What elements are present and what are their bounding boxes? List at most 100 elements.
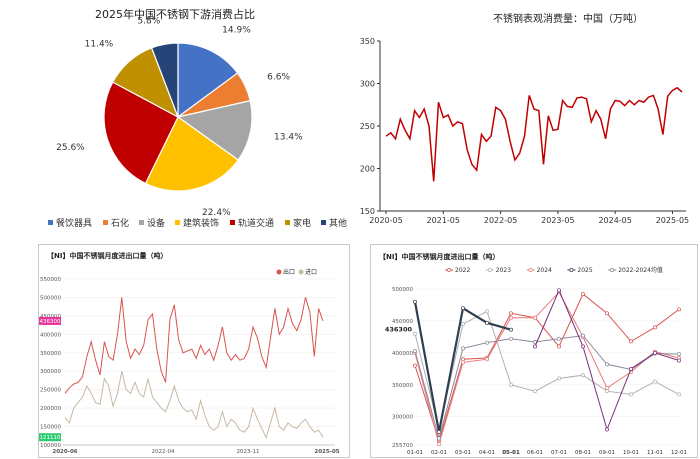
x-tick-label: 02-01 — [431, 450, 447, 456]
y-tick-label: 100000 — [40, 443, 61, 449]
pie-label-6: 11.4% — [85, 39, 114, 49]
y-tick-label: 350000 — [40, 351, 61, 357]
import-value-label: 121110 — [40, 435, 61, 441]
seasonal-legend-label-2: 2023 — [496, 267, 511, 274]
trade-legend-label-2: 进口 — [305, 268, 317, 276]
legend-label-5: 轨道交通 — [238, 217, 274, 229]
y-tick-label: 400000 — [392, 351, 413, 357]
seasonal-series-line-5 — [414, 335, 680, 441]
y-tick-label: 500000 — [40, 295, 61, 301]
seasonal-legend-label-4: 2025 — [577, 267, 592, 274]
seasonal-point — [485, 320, 489, 325]
seasonal-point — [509, 311, 513, 316]
x-tick-label: 09-01 — [599, 450, 615, 456]
x-tick-label: 2020-06 — [52, 449, 77, 455]
consumption-series-line — [385, 86, 683, 182]
x-tick-label: 04-01 — [479, 450, 495, 456]
y-tick-label: 150 — [360, 207, 375, 216]
y-tick-label: 450000 — [40, 314, 61, 320]
x-tick-label: 05-01 — [502, 450, 520, 456]
legend-swatch-4 — [175, 220, 180, 225]
seasonal-point — [461, 346, 465, 351]
legend-label-6: 家电 — [293, 217, 311, 229]
legend-label-3: 设备 — [147, 217, 165, 229]
seasonal-point — [557, 376, 561, 381]
seasonal-legend-label-1: 2022 — [455, 267, 470, 274]
seasonal-point — [509, 382, 513, 387]
legend-swatch-1 — [48, 220, 53, 225]
y-tick-label: 300 — [360, 80, 375, 89]
seasonal-point — [605, 362, 609, 367]
trade-legend-swatch-1 — [276, 269, 282, 275]
x-tick-label: 2022-05 — [484, 216, 517, 225]
trade-line-chart: 【NI】中国不锈钢月度进出口量（吨） 出口 进口 100000 150000 2000… — [39, 251, 340, 455]
seasonal-point — [581, 292, 585, 297]
seasonal-point — [437, 436, 441, 441]
seasonal-point — [629, 392, 633, 397]
x-tick-label: 2023-11 — [237, 449, 260, 455]
export-value-label: 436300 — [40, 319, 61, 325]
seasonal-point — [677, 358, 681, 363]
y-tick-label: 400000 — [40, 332, 61, 338]
x-tick-label: 10-01 — [623, 450, 639, 456]
x-tick-label: 2023-05 — [541, 216, 574, 225]
seasonal-point — [677, 392, 681, 397]
trade-legend-label-1: 出口 — [283, 268, 295, 276]
legend-label-7: 其他 — [329, 217, 347, 229]
seasonal-point — [533, 389, 537, 394]
current-value-label: 436300 — [385, 326, 413, 334]
seasonal-point — [485, 357, 489, 362]
seasonal-series-line-1 — [414, 293, 680, 443]
y-tick-label: 200 — [360, 165, 375, 174]
seasonal-point — [413, 299, 417, 304]
seasonal-chart-panel: 【NI】中国不锈钢月度进出口量（吨） 2022 2023 2024 2025 2022-… — [370, 244, 698, 458]
x-tick-label: 2024-05 — [598, 216, 631, 225]
legend-swatch-7 — [321, 220, 326, 225]
y-tick-label: 255700 — [392, 443, 413, 449]
legend-label-4: 建筑装饰 — [183, 217, 219, 229]
y-tick-label: 200000 — [40, 406, 61, 412]
seasonal-legend-marker — [528, 268, 533, 272]
y-tick-label: 350 — [360, 37, 375, 46]
trade-chart-panel: 【NI】中国不锈钢月度进出口量（吨） 出口 进口 100000 150000 2000… — [38, 244, 350, 458]
pie-label-5: 25.6% — [56, 143, 85, 153]
seasonal-point — [605, 311, 609, 316]
seasonal-point — [653, 325, 657, 330]
y-tick-label: 550000 — [40, 277, 61, 283]
seasonal-point — [413, 348, 417, 353]
seasonal-point — [461, 322, 465, 327]
seasonal-point — [413, 363, 417, 368]
seasonal-point — [581, 333, 585, 338]
seasonal-point — [485, 309, 489, 314]
seasonal-point — [437, 442, 441, 447]
trade-title: 【NI】中国不锈钢月度进出口量（吨） — [47, 251, 167, 260]
pie-label-7: 5.8% — [137, 17, 160, 27]
seasonal-point — [533, 344, 537, 349]
x-tick-label: 07-01 — [551, 450, 567, 456]
y-tick-label: 250000 — [40, 388, 61, 394]
seasonal-legend-marker — [610, 268, 615, 272]
seasonal-point — [581, 373, 585, 378]
seasonal-point — [509, 315, 513, 320]
seasonal-point — [461, 357, 465, 362]
pie-slice-4 — [144, 116, 240, 192]
seasonal-point — [485, 340, 489, 345]
export-series-line — [64, 297, 324, 394]
seasonal-point — [509, 327, 513, 332]
pie-slice-1 — [177, 42, 239, 119]
pie-title: 2025年中国不锈钢下游消费占比 — [95, 7, 255, 21]
x-tick-label: 2022-04 — [152, 449, 175, 455]
consumption-line-chart: 不锈钢表观消费量：中国（万吨） 150 200 250 300 350 2020-05 20… — [360, 12, 689, 225]
seasonal-line-chart: 【NI】中国不锈钢月度进出口量（吨） 2022 2023 2024 2025 2022-… — [379, 252, 687, 456]
seasonal-series-line-6 — [534, 289, 680, 432]
x-tick-label: 2020-05 — [369, 216, 402, 225]
legend-swatch-6 — [285, 220, 290, 225]
legend-swatch-3 — [139, 220, 144, 225]
pie-chart: 2025年中国不锈钢下游消费占比 14.9% 6.6% 13.4% 22.4% 25.6… — [48, 7, 347, 229]
seasonal-point — [581, 344, 585, 349]
seasonal-point — [677, 307, 681, 312]
consumption-chart-panel: 不锈钢表观消费量：中国（万吨） 150 200 250 300 350 2020-05 20… — [350, 0, 700, 232]
x-tick-label: 11-01 — [647, 450, 663, 456]
seasonal-point — [509, 336, 513, 341]
seasonal-point — [677, 352, 681, 357]
